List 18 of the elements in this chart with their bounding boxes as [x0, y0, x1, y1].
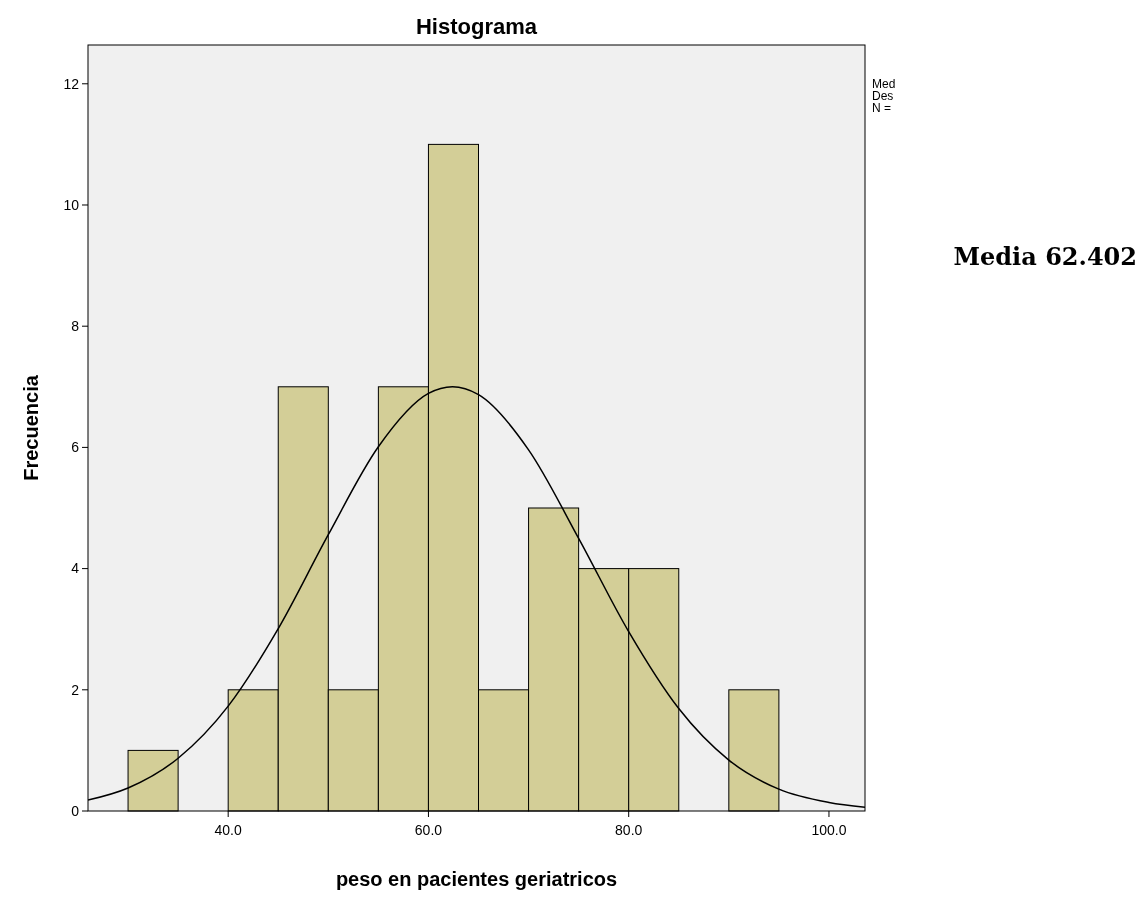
text: Media 62.402 — [953, 242, 1137, 271]
text: Med — [872, 77, 896, 91]
y-tick-label: 12 — [63, 75, 80, 92]
y-tick-label: 10 — [63, 196, 80, 213]
y-tick-label: 0 — [71, 802, 80, 819]
x-tick-label: 80.0 — [615, 822, 643, 838]
chart-title: Histograma — [415, 14, 538, 39]
y-tick-label: 4 — [71, 560, 80, 577]
x-tick-label: 100.0 — [811, 822, 847, 838]
text: N = — [872, 101, 892, 115]
x-tick-label: 60.0 — [414, 822, 443, 838]
y-tick-label: 2 — [71, 681, 80, 698]
y-axis-title: Frecuencia — [20, 374, 42, 481]
y-tick-label: 6 — [71, 439, 80, 456]
text: Des — [872, 89, 894, 103]
x-tick-label: 40.0 — [214, 822, 243, 838]
y-tick-label: 8 — [71, 318, 80, 335]
x-axis-title: peso en pacientes geriatricos — [335, 868, 618, 890]
